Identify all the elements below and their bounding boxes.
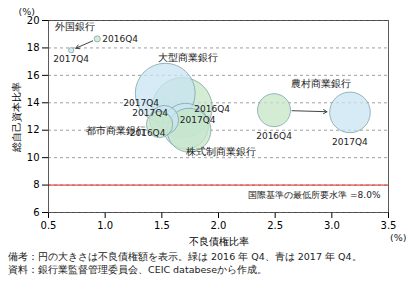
svg-text:1.0: 1.0 xyxy=(97,220,113,231)
svg-text:総自己資本比率: 総自己資本比率 xyxy=(11,82,22,153)
svg-text:2017Q4: 2017Q4 xyxy=(180,115,216,125)
svg-text:2016Q4: 2016Q4 xyxy=(194,104,230,114)
svg-text:2016Q4: 2016Q4 xyxy=(256,131,292,141)
svg-text:都市商業銀行: 都市商業銀行 xyxy=(86,124,146,135)
svg-text:1.5: 1.5 xyxy=(154,220,170,231)
svg-text:不良債権比率: 不良債権比率 xyxy=(189,236,249,247)
svg-text:14: 14 xyxy=(27,97,40,108)
svg-text:2.5: 2.5 xyxy=(267,220,283,231)
svg-text:3.5: 3.5 xyxy=(381,220,397,231)
svg-text:8: 8 xyxy=(33,179,39,190)
svg-text:2017Q4: 2017Q4 xyxy=(132,108,168,118)
svg-text:国際基準の最低所要水準 =8.0%: 国際基準の最低所要水準 =8.0% xyxy=(248,190,381,200)
svg-text:大型商業銀行: 大型商業銀行 xyxy=(158,52,218,63)
svg-text:6: 6 xyxy=(33,207,39,218)
svg-text:18: 18 xyxy=(27,42,40,53)
svg-text:20: 20 xyxy=(26,14,40,26)
svg-text:農村商業銀行: 農村商業銀行 xyxy=(291,78,351,89)
svg-text:12: 12 xyxy=(27,124,40,135)
svg-text:2016Q4: 2016Q4 xyxy=(102,34,138,44)
svg-text:外国銀行: 外国銀行 xyxy=(55,21,95,32)
svg-text:(%): (%) xyxy=(390,232,406,243)
svg-text:2016Q4: 2016Q4 xyxy=(129,128,166,139)
svg-text:3.0: 3.0 xyxy=(324,220,340,231)
svg-text:(%): (%) xyxy=(19,6,35,17)
svg-text:0.5: 0.5 xyxy=(41,220,57,231)
html-text:備考：円の大きさは不良債権額を表示。緑は 2016 年 Q4: 備考：円の大きさは不良債権額を表示。緑は 2016 年 Q4、青は 2017 年… xyxy=(8,251,362,262)
svg-text:10: 10 xyxy=(27,152,40,163)
svg-text:株式制商業銀行: 株式制商業銀行 xyxy=(185,146,256,157)
svg-text:2017Q4: 2017Q4 xyxy=(123,98,159,108)
html-text:資料：銀行業監督管理委員会、CEIC databeseから作: 資料：銀行業監督管理委員会、CEIC databeseから作成。 xyxy=(8,264,268,275)
svg-text:16: 16 xyxy=(27,70,40,81)
svg-text:2.0: 2.0 xyxy=(211,220,227,231)
svg-text:2017Q4: 2017Q4 xyxy=(53,54,89,64)
svg-text:2017Q4: 2017Q4 xyxy=(332,137,368,147)
